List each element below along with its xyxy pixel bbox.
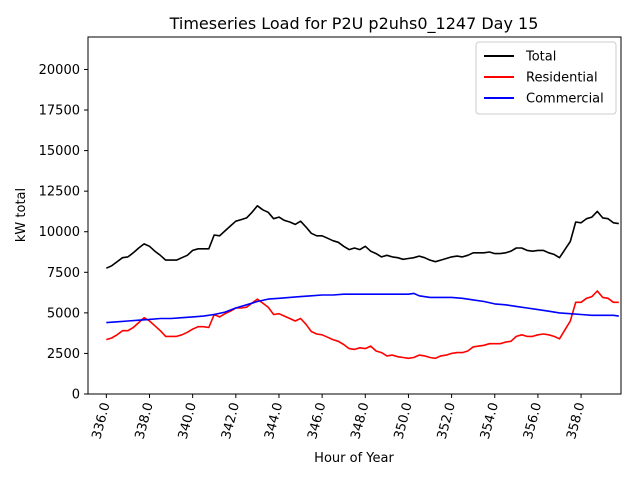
y-tick-label: 5000 bbox=[47, 306, 80, 321]
y-tick-label: 15000 bbox=[39, 144, 80, 159]
y-axis-title: kW total bbox=[14, 188, 29, 242]
y-tick-label: 0 bbox=[72, 388, 80, 403]
legend: Total Residential Commercial bbox=[475, 41, 617, 115]
series-line-total bbox=[105, 205, 619, 269]
y-tick-label: 20000 bbox=[39, 63, 80, 78]
y-tick-label: 12500 bbox=[39, 185, 80, 200]
series-layer bbox=[105, 205, 619, 360]
legend-label-total: Total bbox=[525, 50, 556, 65]
x-axis-title: Hour of Year bbox=[314, 451, 394, 466]
y-axis: 0 2500 5000 7500 10000 12500 15000 17500 20000 bbox=[39, 63, 88, 403]
plot-frame bbox=[87, 36, 622, 395]
legend-box bbox=[475, 41, 617, 115]
y-tick-label: 7500 bbox=[47, 266, 80, 281]
y-tick-label: 10000 bbox=[39, 225, 80, 240]
series-line-commercial bbox=[106, 292, 619, 324]
y-tick-label: 17500 bbox=[39, 104, 80, 119]
chart-title: Timeseries Load for P2U p2uhs0_1247 Day … bbox=[169, 14, 539, 34]
legend-label-residential: Residential bbox=[526, 71, 598, 86]
y-tick-label: 2500 bbox=[47, 347, 80, 362]
legend-label-commercial: Commercial bbox=[526, 92, 604, 107]
series-line-residential bbox=[106, 290, 619, 360]
